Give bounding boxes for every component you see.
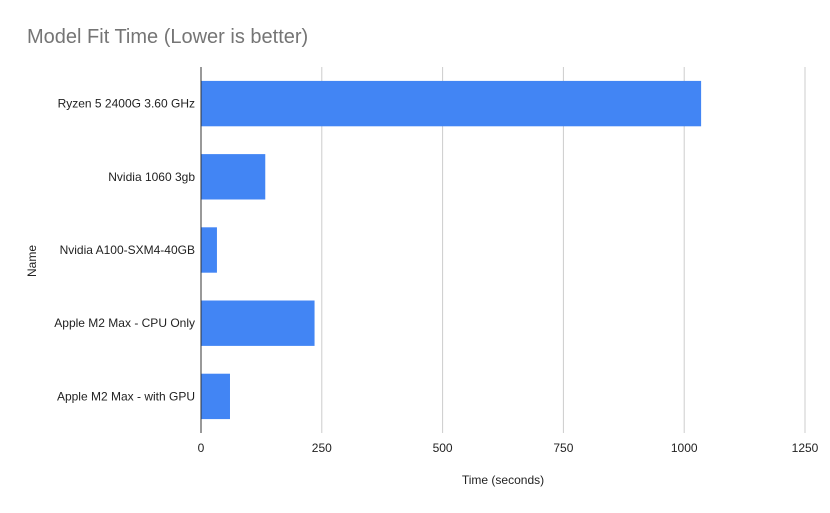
category-label: Apple M2 Max - with GPU [57, 389, 195, 403]
x-axis-title: Time (seconds) [462, 473, 544, 487]
category-label: Nvidia A100-SXM4-40GB [60, 243, 195, 257]
gridlines [321, 67, 806, 433]
x-tick-label: 750 [553, 441, 573, 455]
bar [201, 227, 217, 273]
x-tick-label: 1000 [671, 441, 698, 455]
y-axis-title: Name [25, 245, 39, 277]
category-labels: Ryzen 5 2400G 3.60 GHz Nvidia 1060 3gb Nvi… [54, 97, 195, 404]
chart-title: Model Fit Time (Lower is better) [27, 26, 309, 48]
category-label: Ryzen 5 2400G 3.60 GHz [58, 97, 195, 111]
x-tick-labels: 0 250 500 750 1000 1250 [198, 441, 819, 455]
x-tick-label: 500 [433, 441, 453, 455]
category-label: Nvidia 1060 3gb [108, 170, 195, 184]
x-tick-label: 0 [198, 441, 205, 455]
bars [201, 80, 702, 420]
bar [201, 300, 315, 346]
x-tick-label: 250 [312, 441, 332, 455]
bar [201, 373, 230, 420]
bar [201, 80, 702, 127]
bar [201, 154, 266, 200]
x-tick-label: 1250 [792, 441, 819, 455]
category-label: Apple M2 Max - CPU Only [54, 316, 195, 330]
